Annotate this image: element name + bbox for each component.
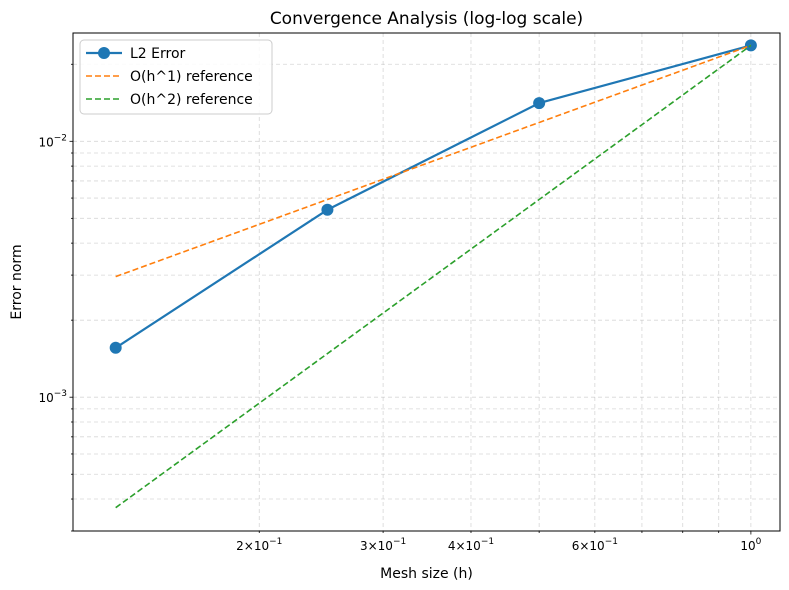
- series-line-o-h-1-reference: [115, 44, 752, 278]
- legend-box: [79, 39, 273, 115]
- plot-series: [109, 39, 757, 509]
- grid-lines: [73, 33, 780, 532]
- plot-frame: [72, 32, 781, 532]
- data-point-l2-error: [109, 341, 122, 354]
- series-line-l2-error: [115, 44, 752, 349]
- series-line-o-h-2-reference: [115, 44, 752, 509]
- legend-label-o-h-1-reference: O(h^1) reference: [130, 69, 253, 85]
- chart-title: Convergence Analysis (log-log scale): [270, 9, 583, 29]
- x-axis-title: Mesh size (h): [380, 566, 473, 582]
- data-point-l2-error: [321, 203, 334, 216]
- legend: L2 Error O(h^1) reference O(h^2) reference: [79, 39, 273, 115]
- legend-label-l2-error: L2 Error: [130, 46, 186, 62]
- legend-label-o-h-2-reference: O(h^2) reference: [130, 92, 253, 108]
- y-axis-title: Error norm: [9, 244, 25, 319]
- legend-marker-l2-error: [98, 47, 110, 59]
- data-point-l2-error: [533, 97, 546, 110]
